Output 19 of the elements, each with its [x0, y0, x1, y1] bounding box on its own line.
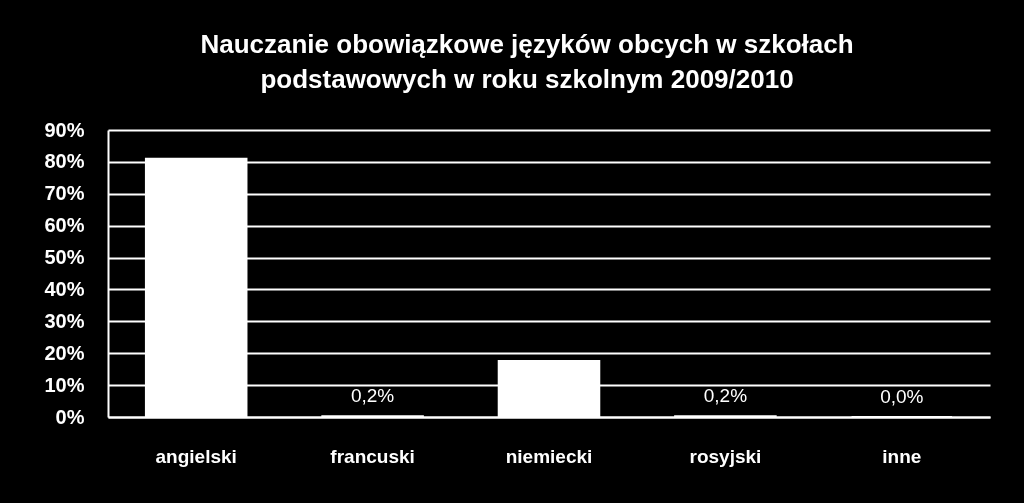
x-tick-label: niemiecki [505, 445, 593, 467]
y-tick-label: 20% [44, 341, 85, 364]
y-tick-label: 60% [44, 214, 85, 237]
y-tick-label: 30% [44, 309, 85, 332]
y-tick-label: 50% [44, 246, 85, 269]
x-tick-label: francuski [330, 445, 415, 467]
y-tick-label: 70% [44, 182, 85, 205]
y-tick-label: 10% [44, 373, 85, 396]
x-tick-label: rosyjski [689, 445, 762, 467]
x-tick-label: inne [882, 445, 922, 467]
y-tick-label: 40% [44, 277, 85, 300]
data-label: 0,0% [880, 386, 924, 407]
data-label: 0,2% [703, 385, 748, 407]
data-label: 0,2% [350, 385, 395, 407]
y-tick-label: 80% [44, 150, 85, 173]
y-tick-label: 0% [55, 405, 85, 428]
chart-title: Nauczanie obowiązkowe języków obcych w szkołach podstawowych w roku szkolnym 2009/2010 [200, 29, 854, 94]
y-tick-label: 90% [44, 118, 85, 141]
x-tick-label: angielski [155, 445, 237, 467]
